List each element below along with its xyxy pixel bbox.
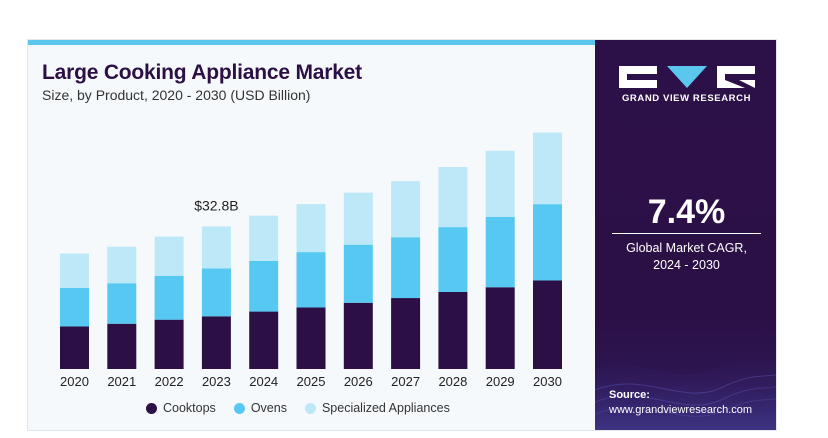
stacked-bar-chart: 2020 2021 2022 2023 $32.8B 2024 2025 2026 2027 20… [60,132,562,389]
x-tick-label-2024: 2024 [249,374,278,389]
legend-item-cooktops: Cooktops [146,401,216,415]
x-tick-label-2029: 2029 [486,374,515,389]
cagr-label-line1: Global Market CAGR, [626,241,747,255]
source-label: Source: [609,389,650,401]
bar-specialized-appliances-2021 [107,246,137,284]
x-tick-label-2027: 2027 [391,374,420,389]
cagr-divider [612,233,761,234]
bar-specialized-appliances-2028 [438,166,468,228]
x-tick-label-2020: 2020 [60,374,89,389]
source-link[interactable]: www.grandviewresearch.com [609,404,753,416]
x-tick-label-2022: 2022 [155,374,184,389]
legend-item-specialized-appliances: Specialized Appliances [304,401,450,415]
bar-specialized-appliances-2024 [249,215,279,261]
bar-cooktops-2024 [249,311,279,369]
bar-cooktops-2026 [343,302,373,369]
data-label-2023: $32.8B [194,197,238,213]
legend-label-specialized-appliances: Specialized Appliances [321,401,450,415]
cagr-label-line2: 2024 - 2030 [653,258,720,272]
bar-specialized-appliances-2022 [154,236,184,276]
x-tick-label-2023: 2023 [202,374,231,389]
x-tick-label-2021: 2021 [107,374,136,389]
sidebar-panel: GRAND VIEW RESEARCH 7.4% Global Market C… [595,40,776,430]
bar-ovens-2026 [343,244,373,303]
legend-item-ovens: Ovens [233,401,287,415]
x-tick-label-2030: 2030 [533,374,562,389]
bar-ovens-2024 [249,260,279,312]
bar-ovens-2023 [201,268,231,317]
bar-ovens-2025 [296,252,326,308]
bar-cooktops-2023 [201,316,231,369]
bar-specialized-appliances-2023 [201,226,231,269]
bar-cooktops-2030 [533,280,562,369]
chart-title: Large Cooking Appliance Market [42,61,362,84]
bar-ovens-2030 [533,204,562,281]
chart-subtitle: Size, by Product, 2020 - 2030 (USD Billi… [42,87,311,103]
bar-ovens-2029 [485,216,515,288]
top-accent-bar [28,40,595,45]
bar-ovens-2020 [60,287,89,327]
legend-label-ovens: Ovens [250,401,287,415]
gvr-logo-icon [619,66,755,88]
chart-legend: Cooktops Ovens Specialized Appliances [146,401,450,415]
legend-label-cooktops: Cooktops [163,401,216,415]
bar-ovens-2027 [391,237,421,299]
wave-pattern-icon [595,356,776,430]
legend-swatch-cooktops [146,402,157,414]
cagr-value: 7.4% [647,193,726,231]
bar-ovens-2022 [154,275,184,320]
bar-cooktops-2029 [485,287,515,369]
bar-specialized-appliances-2020 [60,253,89,288]
x-tick-label-2026: 2026 [344,374,373,389]
x-tick-label-2028: 2028 [438,374,467,389]
bar-ovens-2028 [438,227,468,292]
legend-swatch-specialized-appliances [304,402,316,414]
bar-cooktops-2021 [107,323,137,369]
bar-specialized-appliances-2029 [485,150,515,217]
brand-name: GRAND VIEW RESEARCH [621,93,752,104]
legend-swatch-ovens [233,402,245,414]
bar-specialized-appliances-2027 [391,181,421,238]
bar-cooktops-2027 [391,298,421,369]
infographic-card: Large Cooking Appliance Market Size, by … [27,39,777,431]
x-tick-label-2025: 2025 [297,374,326,389]
bar-ovens-2021 [107,283,137,324]
bar-cooktops-2022 [154,319,184,369]
bar-cooktops-2025 [296,307,326,369]
bar-specialized-appliances-2025 [296,204,326,253]
bar-specialized-appliances-2030 [533,132,562,205]
cagr-label: Global Market CAGR, 2024 - 2030 [595,240,776,274]
bar-specialized-appliances-2026 [343,192,373,245]
bar-cooktops-2020 [60,326,89,369]
bar-cooktops-2028 [438,291,468,369]
chart-area: Large Cooking Appliance Market Size, by … [28,45,595,430]
